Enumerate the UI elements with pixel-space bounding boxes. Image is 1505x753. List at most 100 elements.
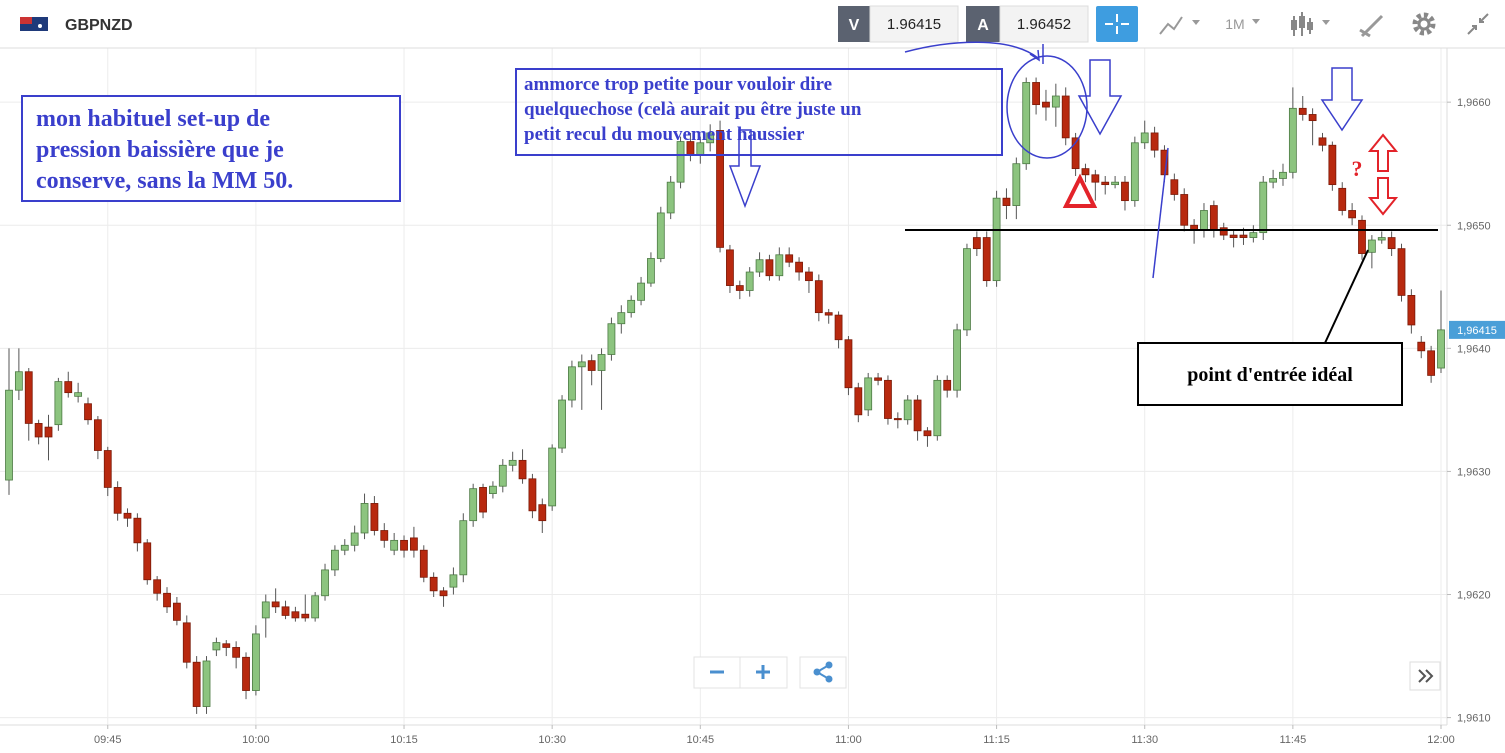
candle-body bbox=[84, 403, 92, 421]
candle-body bbox=[982, 237, 991, 282]
candle-body bbox=[1259, 181, 1268, 234]
y-tick-label: 1,9660 bbox=[1457, 97, 1491, 109]
candle-body bbox=[1121, 181, 1129, 202]
warning-triangle bbox=[1062, 173, 1098, 208]
candle-body bbox=[133, 517, 142, 544]
candle-body bbox=[735, 285, 744, 291]
candle-body bbox=[1150, 132, 1159, 151]
y-tick-label: 1,9650 bbox=[1457, 220, 1491, 232]
candle-body bbox=[587, 360, 596, 371]
candle-body bbox=[1140, 132, 1149, 144]
candle-body bbox=[666, 181, 675, 214]
candle-body bbox=[1367, 239, 1376, 253]
candle-body bbox=[903, 399, 912, 421]
sell-price: 1.96415 bbox=[887, 16, 941, 33]
setup-line: conserve, sans la MM 50. bbox=[36, 168, 293, 194]
candle-body bbox=[923, 430, 932, 437]
candle-body bbox=[1229, 234, 1238, 238]
candle-body bbox=[617, 312, 626, 325]
candle-body bbox=[795, 261, 803, 273]
candle-body bbox=[1308, 114, 1317, 122]
crosshair-button[interactable] bbox=[1096, 6, 1138, 42]
candle-body bbox=[1170, 179, 1179, 195]
candle-body bbox=[1269, 178, 1278, 183]
candle-body bbox=[93, 419, 102, 451]
buy-price-box[interactable] bbox=[999, 5, 1089, 43]
share-button[interactable] bbox=[799, 656, 847, 689]
axes: 1,9610 1,9620 1,9630 1,9640 1,9650 1,9660 09:4… bbox=[94, 97, 1505, 746]
candle-body bbox=[844, 339, 853, 389]
comment-line: quelquechose (celà aurait pu être juste … bbox=[524, 99, 862, 120]
candle-style-button[interactable] bbox=[1291, 12, 1330, 36]
candle-body bbox=[1338, 187, 1347, 211]
candle-body bbox=[943, 379, 952, 391]
candle-body bbox=[805, 271, 813, 282]
y-tick-label: 1,9640 bbox=[1457, 343, 1491, 355]
candle-body bbox=[103, 450, 112, 488]
settings-button[interactable] bbox=[1412, 12, 1436, 36]
candle-body bbox=[607, 323, 616, 355]
candle-body bbox=[5, 389, 13, 481]
buy-label: A bbox=[977, 17, 989, 34]
sell-price-box[interactable] bbox=[869, 5, 959, 43]
candle-body bbox=[469, 488, 478, 522]
candle-body bbox=[153, 579, 162, 594]
candle-body bbox=[1180, 194, 1189, 226]
candle-body bbox=[14, 371, 23, 391]
x-tick-label: 10:45 bbox=[687, 734, 715, 746]
x-tick-label: 11:30 bbox=[1131, 734, 1158, 746]
candle-body bbox=[706, 132, 715, 144]
candle-body bbox=[429, 576, 438, 592]
candle-body bbox=[716, 130, 724, 248]
buy-button[interactable] bbox=[966, 6, 1000, 42]
candle-body bbox=[548, 447, 557, 507]
highlight-circle bbox=[1006, 55, 1088, 159]
flag bbox=[20, 17, 48, 31]
entry-pointer bbox=[1324, 249, 1369, 344]
scroll-right-button[interactable] bbox=[1409, 661, 1441, 691]
candle-body bbox=[1101, 181, 1110, 186]
collapse-button[interactable] bbox=[1467, 13, 1489, 35]
candle-body bbox=[331, 549, 339, 571]
x-tick-label: 11:45 bbox=[1280, 734, 1307, 746]
candle-body bbox=[311, 595, 320, 619]
candle-body bbox=[745, 271, 754, 291]
candle-body bbox=[232, 647, 241, 658]
candle-body bbox=[182, 622, 191, 663]
candle-body bbox=[1427, 350, 1436, 376]
candles bbox=[5, 77, 1445, 714]
candle-body bbox=[1318, 137, 1327, 146]
candle-body bbox=[419, 549, 428, 578]
candle-body bbox=[340, 544, 349, 551]
down-arrow bbox=[1077, 59, 1123, 136]
x-tick-label: 12:00 bbox=[1427, 734, 1455, 746]
candle-body bbox=[1200, 210, 1208, 231]
candle-body bbox=[637, 282, 645, 301]
down-arrow bbox=[1367, 177, 1399, 216]
x-tick-label: 10:00 bbox=[242, 734, 270, 746]
zoom-in-button[interactable] bbox=[739, 656, 788, 689]
candle-body bbox=[893, 418, 902, 421]
candle-body bbox=[410, 537, 418, 551]
chart-type-button[interactable] bbox=[1159, 16, 1200, 35]
sell-button[interactable] bbox=[838, 6, 870, 42]
candle-body bbox=[271, 601, 280, 608]
candle-body bbox=[528, 478, 537, 512]
candle-body bbox=[785, 254, 794, 263]
candle-body bbox=[627, 299, 636, 314]
candle-body bbox=[1358, 219, 1366, 254]
zoom-out-button[interactable] bbox=[693, 656, 741, 689]
candle-body bbox=[1022, 82, 1031, 165]
draw-button[interactable] bbox=[1359, 14, 1384, 38]
x-tick-label: 11:00 bbox=[835, 734, 862, 746]
candle-body bbox=[123, 512, 132, 519]
candle-body bbox=[854, 387, 863, 416]
candle-body bbox=[1328, 144, 1337, 186]
comment-line: petit recul du mouvement haussier bbox=[524, 124, 805, 145]
timeframe[interactable]: 1M bbox=[1225, 16, 1244, 32]
y-tick-label: 1,9620 bbox=[1457, 590, 1491, 602]
candle-body bbox=[54, 381, 63, 426]
candle-body bbox=[64, 381, 73, 394]
